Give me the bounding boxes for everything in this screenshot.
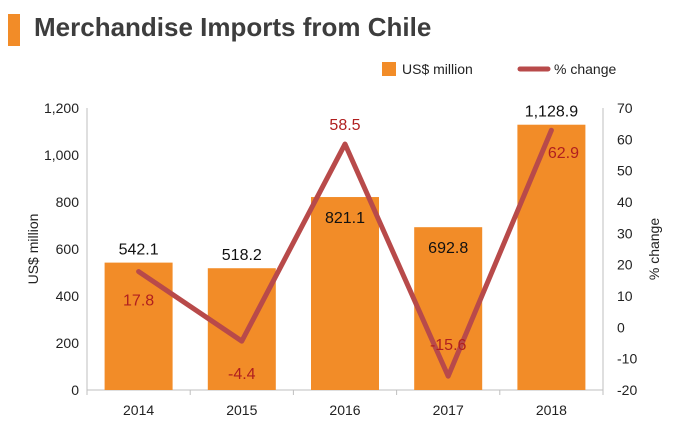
- bar-2018: [517, 124, 586, 390]
- bar-value-label: 692.8: [428, 240, 468, 257]
- bar-2016: [311, 197, 379, 390]
- right-tick-label: 70: [617, 100, 633, 116]
- bar-2015: [207, 268, 276, 390]
- line-value-label: 62.9: [548, 145, 579, 162]
- right-tick-label: 30: [617, 225, 633, 241]
- right-tick-label: -20: [617, 382, 637, 398]
- left-tick-label: 800: [56, 194, 80, 210]
- left-tick-label: 0: [71, 382, 79, 398]
- line-value-label: 58.5: [329, 117, 360, 134]
- legend-label-line: % change: [554, 61, 616, 77]
- x-tick-label: 2015: [226, 402, 257, 418]
- legend: US$ million % change: [382, 61, 616, 77]
- bar-2014: [104, 262, 173, 390]
- bar-value-label: 518.2: [222, 247, 262, 264]
- right-axis-title: % change: [646, 218, 662, 280]
- plot-area: 0 200 400 600 800 1,000 1,200 -20 -10 0 10 20 30 40 50…: [25, 100, 662, 418]
- legend-label-bar: US$ million: [402, 61, 473, 77]
- legend-swatch-bar: [382, 62, 396, 76]
- pct-change-line: [136, 127, 554, 379]
- left-tick-label: 200: [56, 335, 80, 351]
- x-tick-label: 2014: [123, 402, 154, 418]
- bar-value-label: 1,128.9: [525, 104, 578, 121]
- left-tick-label: 400: [56, 288, 80, 304]
- left-tick-label: 600: [56, 241, 80, 257]
- right-tick-label: -10: [617, 351, 637, 367]
- bar-value-label: 821.1: [325, 210, 365, 227]
- bar-value-label: 542.1: [119, 242, 159, 259]
- right-tick-label: 20: [617, 257, 633, 273]
- chart-title: Merchandise Imports from Chile: [34, 12, 432, 42]
- x-tick-label: 2018: [536, 402, 567, 418]
- right-tick-label: 40: [617, 194, 633, 210]
- line-value-label: 17.8: [123, 293, 154, 310]
- right-tick-label: 0: [617, 319, 625, 335]
- left-axis-title: US$ million: [25, 214, 41, 285]
- x-tick-label: 2017: [433, 402, 464, 418]
- bar-2017: [414, 227, 483, 390]
- right-tick-label: 60: [617, 131, 633, 147]
- line-value-label: -4.4: [228, 366, 256, 383]
- title-accent-bar: [8, 14, 20, 46]
- right-tick-label: 10: [617, 288, 633, 304]
- right-tick-label: 50: [617, 163, 633, 179]
- x-tick-label: 2016: [329, 402, 360, 418]
- line-value-label: -15.6: [430, 337, 467, 354]
- left-tick-label: 1,200: [44, 100, 79, 116]
- left-tick-label: 1,000: [44, 147, 79, 163]
